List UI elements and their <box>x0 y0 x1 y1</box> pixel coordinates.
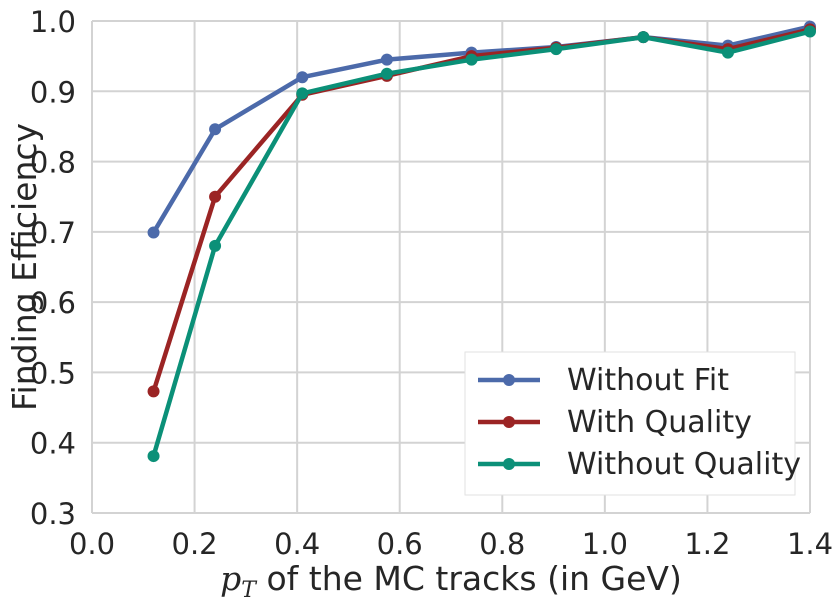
legend-label: With Quality <box>567 405 752 440</box>
x-axis-label-sub: T <box>241 578 258 603</box>
legend: Without Fit With Quality Without Quality <box>464 351 801 496</box>
data-point <box>804 25 816 38</box>
data-point <box>147 385 160 398</box>
data-point <box>380 67 393 80</box>
y-tick-label: 1.0 <box>30 5 76 39</box>
y-tick-label: 0.3 <box>30 497 76 531</box>
x-tick-label: 0.2 <box>172 527 218 561</box>
data-point <box>637 31 650 44</box>
data-point <box>380 53 393 66</box>
data-point <box>296 87 309 100</box>
legend-item: With Quality <box>478 405 752 440</box>
legend-marker <box>503 458 515 470</box>
data-point <box>465 53 478 66</box>
series-without-quality <box>147 25 816 463</box>
data-point <box>209 190 222 203</box>
y-tick-labels: 0.3 0.4 0.5 0.6 0.7 0.8 0.9 1.0 <box>30 5 76 531</box>
x-tick-label: 1.0 <box>582 527 628 561</box>
legend-label: Without Quality <box>567 447 801 482</box>
x-tick-label: 1.4 <box>787 527 833 561</box>
series-layer <box>147 20 816 463</box>
y-tick-label: 0.7 <box>30 216 76 250</box>
y-tick-label: 0.4 <box>30 427 76 461</box>
data-point <box>147 226 160 239</box>
y-axis-label: Finding Efficiency <box>5 123 44 411</box>
data-point <box>147 450 160 463</box>
data-point <box>296 71 309 84</box>
x-tick-labels: 0.0 0.2 0.4 0.6 0.8 1.0 1.2 1.4 <box>69 527 833 561</box>
x-tick-label: 1.2 <box>684 527 730 561</box>
legend-item: Without Quality <box>478 447 801 482</box>
y-tick-label: 0.9 <box>30 75 76 109</box>
x-tick-label: 0.8 <box>479 527 525 561</box>
x-axis-label-text: of the MC tracks (in GeV) <box>256 559 682 598</box>
data-point <box>550 43 563 56</box>
legend-marker <box>503 416 515 428</box>
legend-marker <box>503 374 515 386</box>
y-tick-label: 0.8 <box>30 146 76 180</box>
y-tick-label: 0.6 <box>30 286 76 320</box>
x-tick-label: 0.6 <box>377 527 423 561</box>
data-point <box>209 123 222 136</box>
x-tick-label: 0.0 <box>69 527 115 561</box>
x-axis-label-var: p <box>220 559 241 598</box>
legend-label: Without Fit <box>567 363 729 398</box>
y-tick-label: 0.5 <box>30 356 76 390</box>
x-axis-label: pT of the MC tracks (in GeV) <box>220 559 682 603</box>
legend-item: Without Fit <box>478 363 729 398</box>
data-point <box>209 239 222 252</box>
x-tick-label: 0.4 <box>274 527 320 561</box>
data-point <box>721 46 734 59</box>
